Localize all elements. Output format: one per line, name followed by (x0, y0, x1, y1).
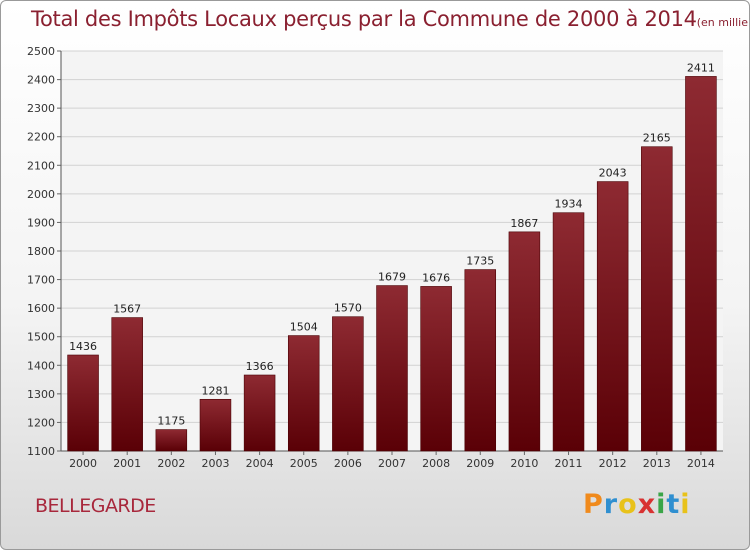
logo-letter: r (603, 489, 619, 520)
y-tick-label: 1600 (27, 302, 55, 315)
bar-2005 (287, 335, 320, 452)
y-tick-label: 1700 (27, 274, 55, 287)
bar-value-label: 2165 (643, 132, 671, 145)
y-tick-label: 1400 (27, 359, 55, 372)
x-tick-label: 2014 (687, 457, 715, 470)
x-tick-label: 2006 (334, 457, 362, 470)
x-tick-label: 2005 (290, 457, 318, 470)
y-tick-label: 1800 (27, 245, 55, 258)
bar-value-label: 1366 (246, 360, 274, 373)
bar-value-label: 1679 (378, 271, 406, 284)
y-tick-label: 2000 (27, 188, 55, 201)
logo-letter: x (637, 489, 657, 520)
bar-value-label: 1867 (510, 217, 538, 230)
bar-value-label: 2411 (687, 61, 715, 74)
x-tick-label: 2008 (422, 457, 450, 470)
bar-2008 (420, 286, 452, 452)
y-tick-label: 1900 (27, 216, 55, 229)
logo-letter: i (656, 489, 667, 520)
bar-2007 (376, 285, 408, 452)
bar-2010 (508, 231, 541, 452)
x-tick-label: 2013 (643, 457, 671, 470)
bar-2009 (464, 269, 497, 452)
bar-2004 (243, 374, 276, 452)
x-tick-label: 2004 (246, 457, 274, 470)
bar-2003 (199, 398, 232, 452)
x-tick-label: 2000 (69, 457, 97, 470)
x-tick-label: 2009 (466, 457, 494, 470)
bar-value-label: 1436 (69, 340, 97, 353)
y-tick-label: 1300 (27, 388, 55, 401)
commune-name: BELLEGARDE (35, 495, 156, 517)
bar-2014 (685, 76, 717, 452)
bar-value-label: 1934 (555, 198, 583, 211)
logo-letter: i (680, 489, 691, 520)
y-tick-label: 2200 (27, 131, 55, 144)
y-tick-label: 2100 (27, 159, 55, 172)
bar-value-label: 1676 (422, 271, 450, 284)
bar-value-label: 2043 (599, 167, 627, 180)
logo-letter: P (583, 489, 604, 520)
bar-2011 (552, 212, 585, 452)
bar-value-label: 1570 (334, 302, 362, 315)
x-tick-label: 2001 (113, 457, 141, 470)
logo-letter: t (666, 489, 681, 520)
bar-2006 (332, 316, 364, 452)
x-tick-label: 2010 (510, 457, 538, 470)
chart-title: Total des Impôts Locaux perçus par la Co… (31, 7, 749, 31)
bar-value-label: 1281 (201, 384, 229, 397)
logo-letter: o (618, 489, 638, 520)
x-tick-label: 2011 (555, 457, 583, 470)
y-tick-label: 1100 (27, 445, 55, 458)
bar-2002 (155, 429, 188, 452)
bar-value-label: 1504 (290, 321, 318, 334)
bar-2012 (596, 181, 629, 452)
y-tick-label: 2500 (27, 45, 55, 58)
y-tick-label: 1500 (27, 331, 55, 344)
x-tick-label: 2003 (201, 457, 229, 470)
bar-2001 (111, 317, 143, 452)
bar-2013 (641, 146, 673, 452)
x-tick-label: 2012 (599, 457, 627, 470)
bar-value-label: 1175 (157, 415, 185, 428)
x-tick-label: 2007 (378, 457, 406, 470)
bar-value-label: 1735 (466, 255, 494, 268)
y-tick-label: 2300 (27, 102, 55, 115)
bar-2000 (67, 354, 99, 452)
chart-unit-label: (en milliers d'€) (696, 16, 749, 29)
proxiti-logo: Proxiti (583, 489, 691, 520)
y-tick-label: 2400 (27, 74, 55, 87)
x-tick-label: 2002 (157, 457, 185, 470)
y-tick-label: 1200 (27, 416, 55, 429)
bar-value-label: 1567 (113, 303, 141, 316)
